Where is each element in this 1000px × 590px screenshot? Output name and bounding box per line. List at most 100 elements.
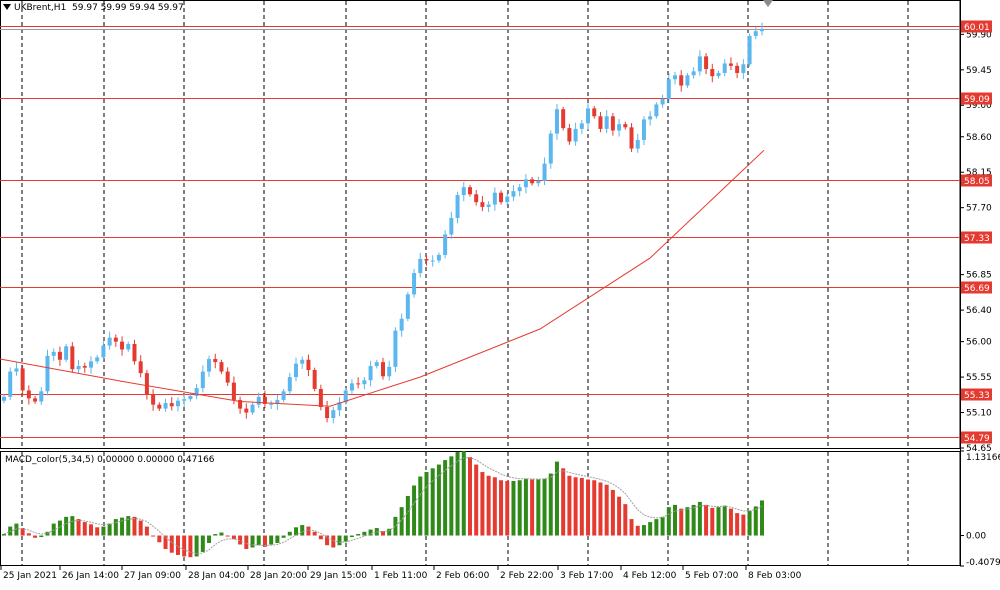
- macd-histogram-bar: [697, 501, 702, 536]
- macd-histogram-bar: [138, 520, 143, 536]
- time-axis-label: 26 Jan 14:00: [62, 571, 119, 581]
- bull-candle: [387, 366, 392, 377]
- bull-candle: [536, 180, 541, 184]
- level-price-badge-text: 60.01: [964, 23, 990, 33]
- macd-histogram-bar: [200, 535, 205, 552]
- bull-candle: [294, 363, 299, 378]
- bull-candle: [443, 234, 448, 255]
- macd-histogram-bar: [517, 480, 522, 536]
- bull-candle: [666, 79, 671, 99]
- bull-candle: [399, 318, 404, 331]
- chart-shift-marker-icon[interactable]: [763, 0, 773, 7]
- macd-histogram-bar: [461, 451, 466, 536]
- macd-histogram-bar: [523, 478, 528, 536]
- macd-histogram-bar: [269, 535, 274, 545]
- macd-histogram-bar: [579, 478, 584, 536]
- bull-candle: [250, 404, 255, 413]
- macd-histogram-bar: [219, 532, 224, 536]
- macd-histogram-bar: [151, 535, 156, 537]
- level-price-badge-text: 54.79: [964, 434, 990, 444]
- bull-candle: [486, 204, 491, 207]
- bear-candle: [356, 383, 361, 385]
- bull-candle: [343, 390, 348, 403]
- bull-candle: [747, 35, 752, 65]
- macd-histogram-bar: [617, 496, 622, 536]
- time-axis-label: 29 Jan 15:00: [310, 571, 367, 581]
- bull-candle: [418, 258, 423, 274]
- chart-menu-triangle-icon[interactable]: [3, 4, 11, 10]
- macd-histogram-bar: [126, 516, 131, 536]
- macd-pane-frame: [0, 451, 961, 566]
- time-axis-label: 27 Jan 09:00: [124, 571, 181, 581]
- bull-candle: [95, 357, 100, 362]
- macd-histogram-bar: [604, 484, 609, 536]
- macd-histogram-bar: [418, 476, 423, 536]
- bull-candle: [101, 345, 106, 358]
- price-axis-label: 57.70: [966, 204, 992, 214]
- macd-histogram-bar: [213, 534, 218, 536]
- macd-histogram-bar: [679, 508, 684, 536]
- bull-candle: [716, 72, 721, 77]
- macd-histogram-bar: [741, 514, 746, 536]
- bull-candle: [51, 351, 56, 356]
- level-price-badge-text: 56.69: [964, 284, 990, 294]
- price-axis-label: 55.55: [966, 373, 992, 383]
- bear-candle: [710, 69, 715, 77]
- macd-histogram-bar: [530, 479, 535, 536]
- time-axis-label: 3 Feb 17:00: [560, 571, 614, 581]
- bear-candle: [704, 56, 709, 70]
- price-axis-label: 58.15: [966, 168, 992, 178]
- macd-histogram-bar: [101, 526, 106, 536]
- macd-histogram-bar: [287, 531, 292, 536]
- bull-candle: [175, 400, 180, 407]
- bull-candle: [163, 403, 168, 409]
- macd-histogram-bar: [393, 516, 398, 536]
- macd-histogram-bar: [623, 504, 628, 536]
- bull-candle: [14, 368, 19, 372]
- macd-histogram-bar: [412, 485, 417, 536]
- bull-candle: [449, 217, 454, 235]
- bull-candle: [660, 98, 665, 105]
- macd-histogram-bar: [381, 531, 385, 536]
- bear-candle: [244, 408, 249, 413]
- bear-candle: [567, 128, 572, 142]
- bull-candle: [374, 362, 379, 367]
- macd-histogram-bar: [449, 456, 454, 536]
- bear-candle: [467, 187, 472, 195]
- macd-histogram-bar: [244, 535, 249, 549]
- bear-candle: [138, 361, 143, 374]
- macd-histogram-bar: [175, 535, 180, 555]
- macd-histogram-bar: [281, 535, 286, 538]
- macd-histogram-bar: [753, 506, 758, 536]
- price-axis-label: 55.10: [966, 409, 992, 419]
- macd-histogram-bar: [666, 507, 671, 536]
- bear-candle: [225, 371, 230, 383]
- bull-candle: [88, 361, 93, 368]
- bear-candle: [213, 358, 218, 363]
- macd-histogram-bar: [163, 535, 168, 549]
- macd-histogram-bar: [760, 500, 764, 536]
- bear-candle: [132, 343, 137, 362]
- bull-candle: [635, 139, 640, 149]
- bear-candle: [381, 362, 385, 377]
- level-price-badge: [961, 431, 992, 444]
- macd-histogram-bar: [704, 504, 709, 536]
- bear-candle: [728, 63, 733, 66]
- bull-candle: [573, 128, 578, 142]
- bull-candle: [126, 343, 131, 350]
- symbol-ohlc-legend: UKBrent,H1 59.97 59.99 59.94 59.97: [14, 3, 184, 13]
- macd-histogram-bar: [76, 519, 81, 536]
- macd-histogram-bar: [188, 535, 193, 558]
- price-axis-label: 58.60: [966, 133, 992, 143]
- bear-candle: [82, 366, 87, 368]
- bull-candle: [691, 71, 696, 76]
- bear-candle: [231, 382, 236, 400]
- bull-candle: [604, 116, 609, 129]
- bear-candle: [424, 258, 429, 261]
- bear-candle: [70, 346, 75, 370]
- macd-histogram-bar: [225, 535, 230, 537]
- macd-histogram-bar: [735, 513, 740, 536]
- macd-histogram-bar: [57, 520, 62, 536]
